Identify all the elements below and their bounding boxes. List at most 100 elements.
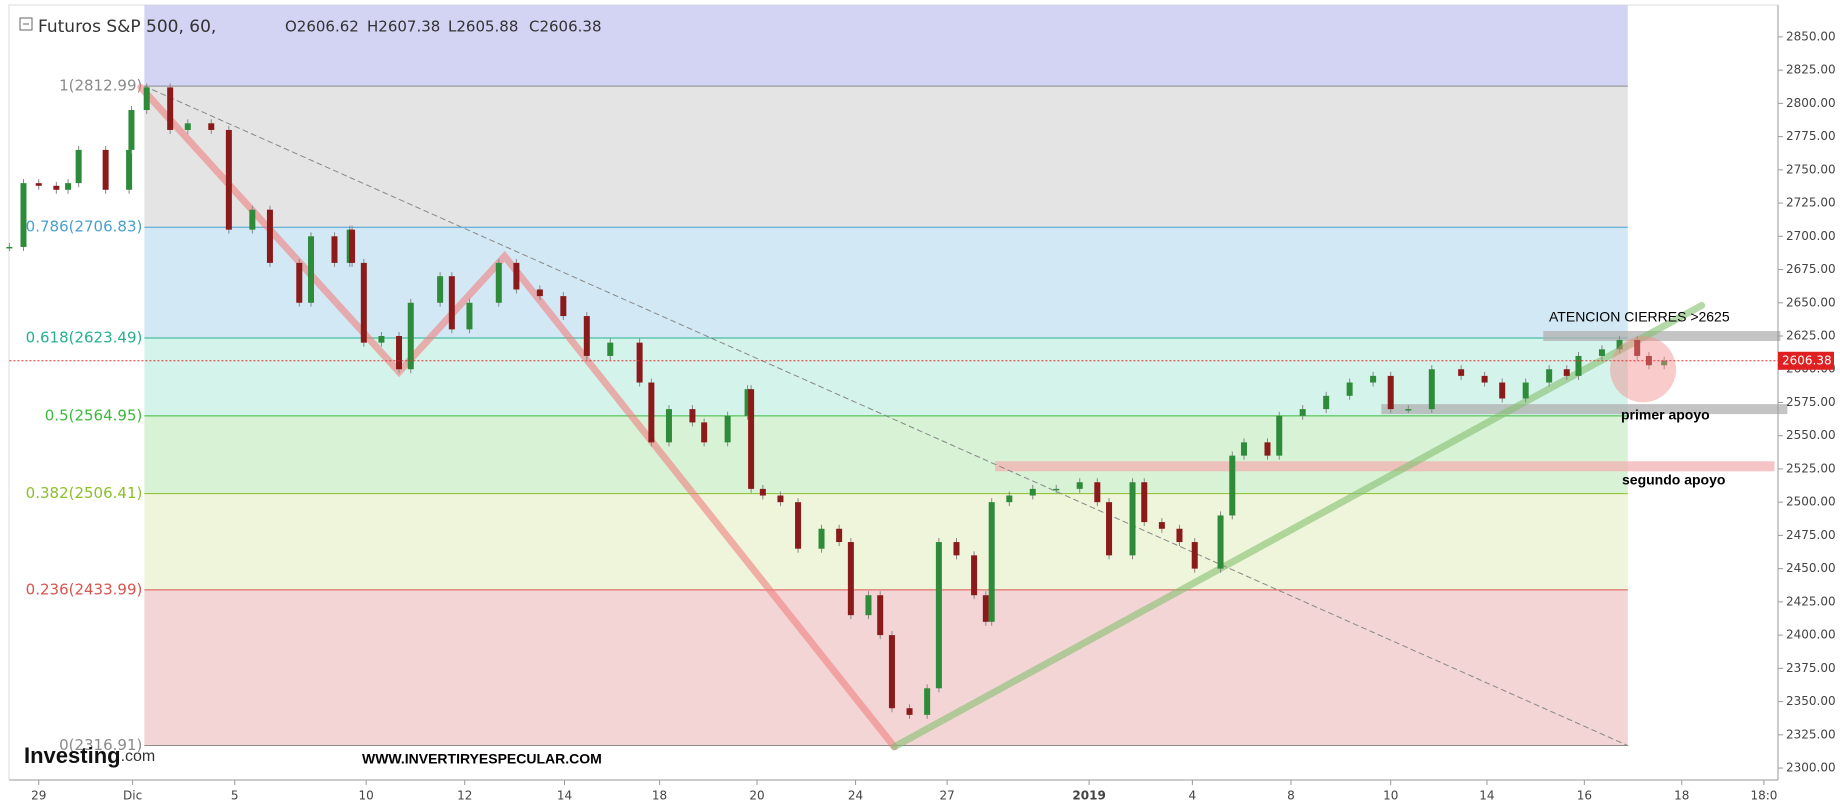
candle	[308, 236, 315, 303]
x-tick-label: 18	[1674, 789, 1689, 803]
candle	[167, 87, 174, 130]
candle	[266, 209, 273, 263]
candle	[448, 276, 455, 330]
candle	[836, 528, 843, 543]
candle	[126, 149, 133, 190]
x-tick-label: 8	[1287, 789, 1295, 803]
candle	[536, 289, 543, 297]
candle	[1387, 375, 1394, 410]
x-tick-label: 10	[1383, 789, 1398, 803]
candle	[378, 336, 385, 343]
candle	[208, 123, 215, 130]
fib-band	[144, 227, 1628, 339]
candle	[665, 409, 672, 443]
candle	[748, 389, 755, 489]
candle	[6, 246, 13, 249]
candle	[1276, 415, 1283, 456]
candle	[1323, 395, 1330, 410]
y-tick-label: 2725.00	[1786, 196, 1836, 210]
fib-label: 0(2316.91)	[59, 736, 142, 754]
candle	[1645, 355, 1652, 366]
support-zone	[1381, 404, 1788, 415]
fib-band	[144, 589, 1628, 746]
candle	[971, 555, 978, 596]
candle	[759, 488, 766, 496]
x-tick-label: 4	[1189, 789, 1197, 803]
candle	[1264, 442, 1271, 456]
candle	[1598, 349, 1605, 356]
x-tick-label: 5	[231, 789, 239, 803]
candle	[935, 542, 942, 689]
logo: Investing.com	[24, 743, 155, 768]
fib-band	[144, 5, 1628, 87]
support-zone	[995, 461, 1775, 472]
highlight	[1610, 336, 1677, 403]
ohlc-low: L2605.88	[448, 18, 518, 36]
ohlc-open: O2606.62	[285, 18, 359, 36]
candle	[349, 229, 356, 263]
candle	[249, 209, 256, 230]
y-tick-label: 2650.00	[1786, 295, 1836, 309]
candle	[1563, 369, 1570, 376]
candle	[184, 123, 191, 130]
x-tick-label: 2019	[1072, 789, 1105, 803]
candle	[1006, 495, 1013, 503]
candle	[689, 409, 696, 423]
candle	[560, 296, 567, 317]
last-price-box	[1778, 351, 1834, 370]
candle	[1158, 522, 1165, 529]
candle	[583, 316, 590, 356]
x-tick-label: 20	[749, 789, 764, 803]
candle	[495, 262, 502, 303]
trend-line	[143, 85, 1629, 747]
candle	[1141, 482, 1148, 523]
y-tick-label: 2525.00	[1786, 461, 1836, 475]
y-tick-label: 2325.00	[1786, 727, 1836, 741]
candle	[744, 389, 751, 416]
candle	[607, 342, 614, 356]
candle	[143, 87, 150, 111]
logo-main: Investing	[24, 743, 121, 768]
candle	[1229, 455, 1236, 516]
candle	[865, 595, 872, 616]
candle	[636, 342, 643, 383]
candle	[1299, 409, 1306, 416]
candle	[102, 149, 109, 190]
y-tick-label: 2500.00	[1786, 495, 1836, 509]
candle	[777, 495, 784, 503]
candle	[818, 528, 825, 549]
candle	[795, 502, 802, 549]
ohlc-high: H2607.38	[367, 18, 440, 36]
candle	[1346, 382, 1353, 396]
candle	[1094, 482, 1101, 503]
candle	[1129, 482, 1136, 556]
fib-label: 0.618(2623.49)	[26, 329, 143, 347]
candle	[1616, 339, 1623, 350]
y-tick-label: 2750.00	[1786, 162, 1836, 176]
annotation: WWW.INVERTIRYESPECULAR.COM	[362, 751, 602, 767]
candle	[924, 688, 931, 715]
candle	[724, 415, 731, 443]
x-tick-label: 16	[1577, 789, 1592, 803]
candle	[1499, 382, 1506, 399]
logo-suffix: .com	[121, 748, 156, 765]
x-tick-label: 18:0	[1750, 789, 1777, 803]
candle	[1241, 442, 1248, 456]
fib-band	[144, 493, 1628, 590]
y-tick-label: 2550.00	[1786, 428, 1836, 442]
collapse-icon[interactable]	[19, 17, 33, 31]
candle	[1428, 369, 1435, 410]
candle	[360, 262, 367, 343]
x-tick-label: 12	[457, 789, 472, 803]
fib-label: 0.382(2506.41)	[26, 484, 143, 502]
candle	[1546, 369, 1553, 383]
y-tick-label: 2350.00	[1786, 694, 1836, 708]
candle	[877, 595, 884, 636]
y-tick-label: 2575.00	[1786, 395, 1836, 409]
x-tick-label: 24	[848, 789, 863, 803]
candle	[1522, 382, 1529, 399]
x-tick-label: 29	[31, 789, 46, 803]
candle	[701, 422, 708, 443]
candle	[331, 236, 338, 263]
